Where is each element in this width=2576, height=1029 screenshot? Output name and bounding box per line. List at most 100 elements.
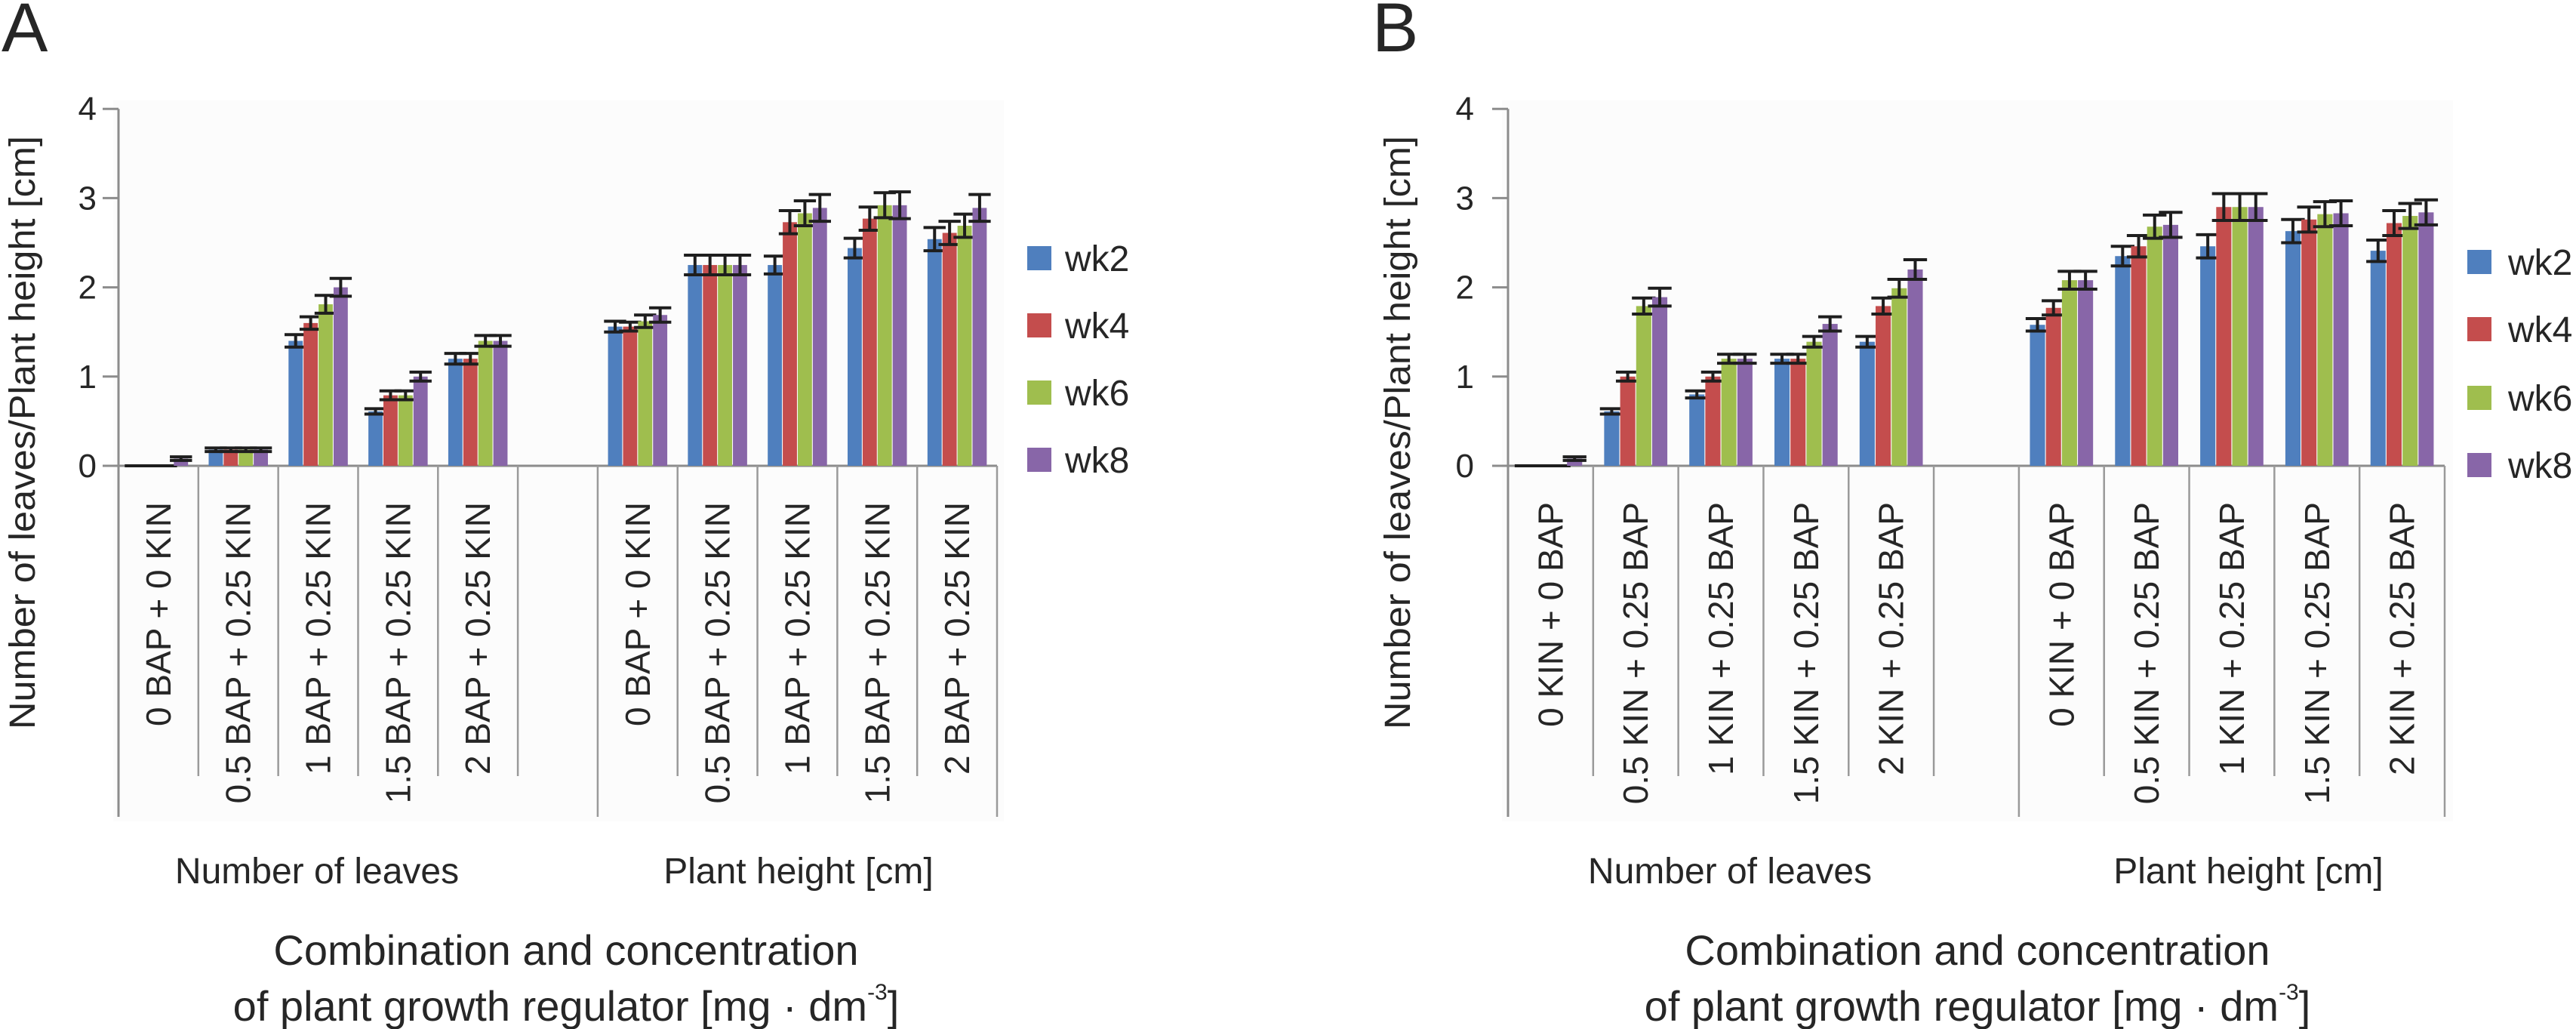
error-bar-wk2: [2281, 217, 2305, 245]
bar-wk6: [2147, 226, 2162, 466]
legend-item: wk2: [2467, 243, 2572, 283]
bar-wk4: [1620, 376, 1636, 466]
y-tick-label: 0: [78, 448, 97, 485]
error-bar-wk4: [938, 220, 961, 246]
group-label: Number of leaves: [1588, 852, 1872, 892]
legend-swatch-wk6: [2467, 386, 2491, 410]
category-label: 0.5 BAP + 0.25 KIN: [219, 502, 258, 803]
error-bar-wk8: [2073, 270, 2097, 291]
bar-wk8: [1737, 359, 1753, 466]
y-tick-label: 4: [78, 91, 97, 128]
x-axis-title-text: of plant growth regulator [mg · dm: [233, 982, 867, 1029]
error-bar-wk6: [1802, 334, 1827, 349]
error-bar-wk2: [1685, 389, 1709, 400]
bar-wk8: [493, 340, 508, 466]
category-label: 1.5 KIN + 0.25 BAP: [1787, 502, 1826, 804]
error-bar-wk8: [1818, 315, 1842, 333]
error-bar-wk8: [409, 370, 432, 383]
error-bar-wk4: [1786, 353, 1810, 365]
bar-wk2: [608, 326, 623, 466]
legend-item: wk8: [2467, 446, 2572, 486]
bar-wk8: [2162, 224, 2178, 466]
error-bar-wk6: [2398, 202, 2422, 230]
category-label: 0.5 BAP + 0.25 KIN: [698, 502, 737, 803]
bar-wk6: [2232, 207, 2248, 466]
bar-wk4: [783, 222, 797, 466]
error-bar-wk8: [1733, 353, 1757, 365]
x-axis-title-superscript: -3: [867, 980, 888, 1005]
error-bar-wk8: [728, 254, 752, 277]
bar-wk6: [1806, 341, 1822, 466]
bar-wk2: [1689, 394, 1705, 466]
panel-b-plot: Number of leaves/Plant height [cm] 0 1 2 3 4 0…: [1378, 91, 2572, 1029]
y-tick-label: 3: [78, 180, 97, 217]
bar-wk6: [957, 226, 972, 466]
error-bar-wk2: [2025, 316, 2050, 333]
group-label: Plant height [cm]: [2113, 852, 2384, 892]
bar-wk2: [288, 340, 303, 466]
bar-wk6: [1721, 359, 1737, 466]
error-bar-wk2: [843, 236, 866, 260]
y-tick-label: 1: [1456, 359, 1474, 396]
bar-wk2: [2030, 325, 2045, 466]
legend-swatch-wk4: [2467, 317, 2491, 341]
error-bar-wk4: [299, 315, 322, 331]
bar-wk4: [2131, 246, 2147, 466]
category-label: 1 BAP + 0.25 KIN: [299, 502, 338, 775]
group-label: Plant height [cm]: [663, 852, 934, 892]
bar-wk4: [1876, 306, 1891, 466]
x-axis-title-line-2: of plant growth regulator [mg · dm-3]: [233, 980, 900, 1029]
error-bar-wk6: [793, 199, 817, 228]
bar-wk4: [862, 218, 877, 466]
bar-wk6: [398, 395, 413, 466]
error-bar-wk8: [329, 276, 352, 298]
category-label: 2 BAP + 0.25 KIN: [937, 502, 977, 775]
bar-wk6: [718, 265, 733, 466]
bar-wk2: [2370, 251, 2386, 466]
bar-wk4: [463, 359, 478, 466]
error-bar-wk8: [2328, 199, 2353, 228]
bar-wk6: [877, 205, 892, 466]
error-bar-wk4: [1700, 370, 1725, 383]
panel-a-plot: Number of leaves/Plant height [cm] 0 1 2 3 4 0…: [3, 91, 1129, 1029]
error-bar-wk6: [634, 313, 657, 329]
panel-letter-b: B: [1372, 0, 1418, 66]
bar-wk2: [1859, 341, 1875, 466]
bar-wk4: [1790, 359, 1806, 466]
error-bar-wk8: [2414, 198, 2439, 226]
error-bar-wk4: [778, 208, 802, 236]
legend-item: wk4: [1027, 307, 1129, 347]
bar-wk4: [303, 322, 319, 466]
legend-label: wk2: [1064, 239, 1129, 279]
x-axis-title-bracket: ]: [888, 982, 900, 1029]
error-bar-wk8: [2244, 192, 2268, 222]
legend-item: wk6: [1027, 374, 1129, 414]
legend-label: wk8: [1064, 441, 1129, 481]
bar-wk8: [413, 376, 428, 466]
category-label: 0 KIN + 0 BAP: [2042, 502, 2081, 727]
category-label: 2 KIN + 0.25 BAP: [2383, 502, 2422, 775]
bar-wk8: [2333, 213, 2349, 466]
legend-swatch-wk2: [2467, 250, 2491, 274]
legend-swatch-wk8: [1027, 448, 1051, 472]
bar-wk2: [848, 248, 862, 466]
error-bar-wk8: [2159, 211, 2183, 239]
error-bar-wk8: [1648, 286, 1672, 308]
bar-wk6: [1891, 288, 1907, 466]
bar-wk6: [478, 340, 493, 466]
bar-wk2: [448, 359, 463, 466]
bar-wk8: [733, 265, 747, 466]
category-label: 0.5 KIN + 0.25 BAP: [1616, 502, 1655, 804]
legend-label: wk6: [1064, 374, 1129, 414]
bar-wk4: [223, 449, 239, 466]
bar-wk4: [2216, 207, 2232, 466]
error-bar-wk4: [2126, 234, 2151, 259]
panel-letter-a: A: [2, 0, 48, 66]
bar-wk2: [927, 239, 942, 466]
category-label: 0 BAP + 0 KIN: [139, 502, 178, 726]
bar-wk8: [653, 315, 668, 466]
legend-label: wk2: [2507, 243, 2572, 283]
bar-wk4: [2045, 307, 2061, 466]
bar-wk4: [623, 326, 638, 466]
legend-item: wk2: [1027, 239, 1129, 279]
